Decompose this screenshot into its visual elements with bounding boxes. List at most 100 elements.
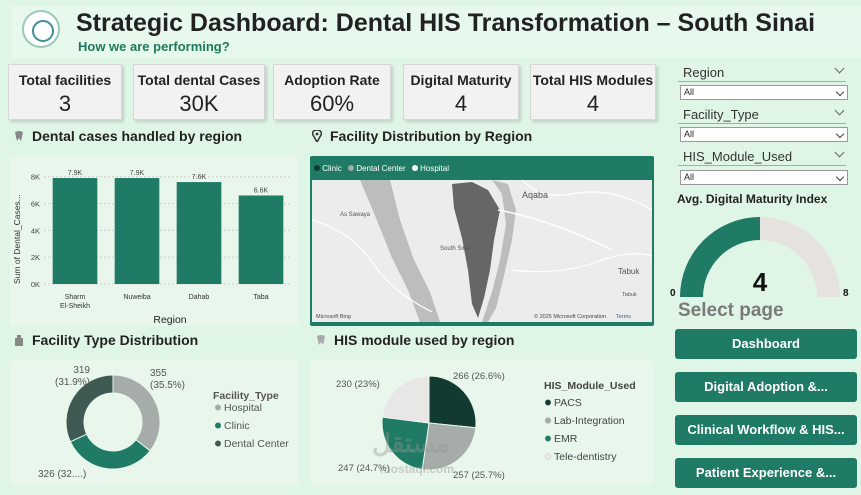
y-tick-label: 4K [31,226,40,235]
slicer-divider [678,81,846,82]
facility-type-filter-dropdown[interactable]: All [680,127,848,142]
his-module-collapse-chevron-icon[interactable] [834,147,845,158]
pie-legend-item[interactable]: Lab-Integration [554,415,625,427]
his-module-pie-chart[interactable]: 266 (26.6%) 257 (25.7%) 247 (24.7%) 230 (23… [310,360,654,485]
bar-dahab[interactable] [176,182,222,284]
map-terms-link[interactable]: Terms [616,314,631,320]
map-legend: Clinic Dental Center Hospital [314,164,449,173]
map-legend-clinic: Clinic [322,164,342,173]
facility-type-collapse-chevron-icon[interactable] [834,105,845,116]
bar-chart-svg: Sum of Dental_Cases... Region 0K 2K 4K 6K 8K… [12,170,292,326]
donut-chart-svg: 355(35.5%) 326 (32....) 319(31.9%) Facilit… [38,365,289,480]
donut-data-label: 319 [73,365,90,376]
kpi-label: Adoption Rate [284,72,380,88]
map-place-tabuk-small: Tabuk [622,292,637,298]
gauge-min: 0 [670,288,676,299]
region-collapse-chevron-icon[interactable] [834,63,845,74]
kpi-value: 30K [179,91,219,116]
kpi-value: 4 [586,91,600,116]
y-axis-label: Sum of Dental_Cases... [12,194,22,284]
map-place-south-sinai: South Sinai [440,246,471,252]
page-subtitle: How we are performing? [78,39,230,54]
y-tick-label: 2K [31,253,40,262]
kpi-value: 60% [309,91,355,116]
pie-legend-item[interactable]: Tele-dentistry [554,451,617,463]
facility-type-filter-label: Facility_Type [683,107,759,122]
legend-swatch [215,440,221,447]
gauge-fill [680,217,760,297]
bar-nuweiba[interactable] [114,178,160,284]
donut-legend-item[interactable]: Clinic [224,420,250,432]
pie-slice-emr[interactable] [381,416,430,471]
donut-legend-item[interactable]: Dental Center [224,438,289,450]
bar-data-label: 7.9K [130,170,145,177]
pie-data-label: 257 (25.7%) [453,470,505,481]
map-canvas: Aqaba As Sawaya South Sinai Tabuk Tabuk … [312,180,652,322]
select-page-title: Select page [678,300,784,321]
region-filter-dropdown[interactable]: All [680,85,848,100]
gauge-title: Avg. Digital Maturity Index [677,192,828,206]
his-module-filter-dropdown[interactable]: All [680,170,848,185]
donut-data-label: (35.5%) [150,380,185,391]
donut-legend-item[interactable]: Hospital [224,402,262,414]
pie-legend-item[interactable]: EMR [554,433,578,445]
x-axis-label: Region [153,314,186,326]
tooth-icon [316,333,326,345]
x-tick-label: Dahab [189,294,210,301]
bar-sharm-el-sheikh[interactable] [52,178,98,284]
map-place-as-sawaya: As Sawaya [340,212,371,218]
y-tick-label: 6K [31,200,40,209]
nav-button-dashboard[interactable]: Dashboard [675,329,857,359]
x-tick-label: Nuweiba [123,294,150,301]
watermark-arabic: مستقل [372,428,450,458]
facility-map-label: Facility Distribution by Region [330,128,533,144]
facility-map-title: Facility Distribution by Region [311,128,533,144]
x-tick-label: Sharm [65,294,86,301]
pie-data-label: 266 (26.6%) [453,371,505,382]
nav-button-patient-experience[interactable]: Patient Experience &... [675,458,857,488]
facility-map[interactable]: Clinic Dental Center Hospital Aqaba As S… [310,156,654,326]
map-bing-logo: Microsoft Bing [316,314,351,320]
pie-legend-item[interactable]: PACS [554,397,582,409]
chevron-down-icon [835,129,845,139]
kpi-card-total-facilities: Total facilities 3 [8,64,122,120]
gauge-value: 4 [753,267,768,297]
slicer-divider [678,123,846,124]
nav-button-digital-adoption[interactable]: Digital Adoption &... [675,372,857,402]
map-place-aqaba: Aqaba [522,190,548,200]
pie-slice-pacs[interactable] [428,375,477,429]
bar-data-label: 7.9K [68,170,83,177]
pie-legend-title: HIS_Module_Used [544,380,636,392]
pie-slice-lab-integration[interactable] [421,422,477,471]
nav-button-clinical-workflow[interactable]: Clinical Workflow & HIS... [675,415,857,445]
kpi-label: Total dental Cases [137,72,261,88]
kpi-card-total-dental-cases: Total dental Cases 30K [133,64,265,120]
his-module-filter-label: HIS_Module_Used [683,149,793,164]
chevron-down-icon [835,87,845,97]
watermark-latin: mostaql.com [380,462,455,476]
map-pin-icon [311,129,323,144]
pie-slice-tele-dentistry[interactable] [381,375,430,424]
legend-swatch [544,453,552,460]
bar-taba[interactable] [238,195,284,284]
facility-type-donut-chart[interactable]: 355 (35.5%) 326 (32....) 319 (31.9%) Facilit… [10,360,299,485]
donut-data-label: 355 [150,368,167,379]
building-icon [14,333,24,346]
cases-by-region-chart[interactable]: Sum of Dental_Cases... Region 0K 2K 4K 6K 8K… [10,156,299,326]
bar-data-label: 6.6K [254,187,269,194]
digital-maturity-gauge: 4 0 8 [670,217,849,299]
y-tick-label: 0K [31,280,40,289]
facility-type-label: Facility Type Distribution [32,332,199,348]
pie-chart-svg: 266 (26.6%) 257 (25.7%) 247 (24.7%) 230 (23… [336,371,636,481]
kpi-label: Digital Maturity [410,72,512,88]
donut-slice-dental-center[interactable] [65,374,114,443]
kpi-value: 4 [454,91,468,116]
kpi-card-total-his-modules: Total HIS Modules 4 [530,64,656,120]
gauge-max: 8 [843,288,849,299]
module-by-region-label: HIS module used by region [334,332,515,348]
y-tick-label: 8K [31,173,40,182]
kpi-value: 3 [58,91,72,116]
bar-data-label: 7.6K [192,174,207,181]
x-tick-label: El-Sheikh [60,303,90,310]
module-by-region-title: HIS module used by region [316,332,514,348]
